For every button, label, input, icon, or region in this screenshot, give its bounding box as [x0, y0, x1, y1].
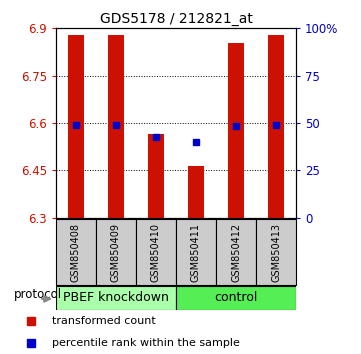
Bar — [96, 219, 136, 285]
Bar — [216, 219, 256, 285]
Bar — [68, 35, 84, 218]
Bar — [176, 286, 296, 310]
Text: GSM850409: GSM850409 — [111, 223, 121, 282]
Text: GSM850413: GSM850413 — [271, 223, 281, 282]
Bar — [176, 219, 216, 285]
Text: control: control — [214, 291, 258, 304]
Bar — [228, 42, 244, 218]
Bar — [148, 134, 164, 218]
Bar — [136, 219, 176, 285]
Text: GSM850411: GSM850411 — [191, 223, 201, 282]
Text: GSM850410: GSM850410 — [151, 223, 161, 282]
Text: GSM850412: GSM850412 — [231, 223, 241, 282]
Bar — [268, 35, 284, 218]
Text: percentile rank within the sample: percentile rank within the sample — [52, 338, 240, 348]
Title: GDS5178 / 212821_at: GDS5178 / 212821_at — [100, 12, 252, 26]
Bar — [108, 35, 124, 218]
Bar — [56, 219, 96, 285]
Text: PBEF knockdown: PBEF knockdown — [63, 291, 169, 304]
Bar — [256, 219, 296, 285]
Text: GSM850408: GSM850408 — [71, 223, 81, 282]
Text: transformed count: transformed count — [52, 316, 156, 326]
Text: protocol: protocol — [14, 287, 62, 301]
Bar — [188, 166, 204, 218]
Bar — [56, 286, 176, 310]
